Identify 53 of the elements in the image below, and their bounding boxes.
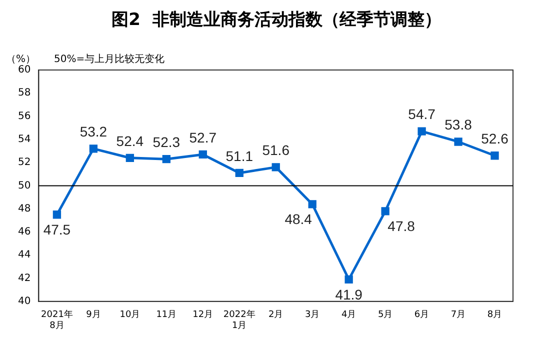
chart-title: 图2 非制造业商务活动指数（经季节调整） [110,9,442,31]
point [235,168,244,178]
point [89,144,98,153]
x-tick-label: 2021年 8月 [41,309,73,331]
x-tick-label: 10月 [120,310,140,320]
y-tick-label: 46 [18,226,31,238]
y-tick-label: 50 [18,180,31,192]
x-tick-label: 8月 [487,310,502,320]
point [198,150,207,159]
point [381,207,390,216]
data-label: 54.7 [408,106,436,122]
x-tick-label: 9月 [86,310,101,320]
point [126,154,134,162]
point [308,200,316,208]
point [162,155,170,164]
data-label: 47.8 [388,218,416,234]
y-tick-label: 42 [18,272,31,284]
x-tick-label: 11月 [156,310,177,320]
point [418,127,426,136]
data-label: 52.3 [152,134,180,150]
data-label: 53.8 [444,116,472,133]
point [344,275,353,284]
x-tick-label: 6月 [414,310,430,320]
x-tick-label: 12月 [192,310,214,320]
y-axis-title: （%） [6,53,36,65]
y-tick-label: 58 [18,88,31,99]
y-tick-label: 60 [18,64,31,76]
text: 50%=与上月比较无变化 [54,52,165,66]
data-label: 41.9 [335,286,363,302]
y-tick-label: 44 [18,250,31,261]
data-label: 52.7 [189,129,217,146]
data-label: 51.1 [226,148,254,164]
x-tick-label: 3月 [304,310,320,320]
data-label: 53.2 [80,124,108,140]
x-tick-label: 7月 [450,310,466,320]
y-tick-label: 48 [18,203,31,214]
data-label: 48.4 [284,211,312,228]
y-tick-label: 52 [18,157,31,168]
data-label: 51.6 [262,142,290,158]
point [490,152,499,160]
point [52,210,62,219]
y-tick-label: 40 [18,296,31,307]
y-tick-label: 56 [18,110,31,122]
x-tick-label: 5月 [378,310,393,320]
data-label: 52.6 [481,130,509,146]
point [272,163,280,172]
x-tick-label: 2022年 1月 [223,309,256,331]
y-tick-label: 54 [18,134,31,146]
x-tick-label: 4月 [341,310,356,320]
point [454,138,462,146]
x-tick-label: 2月 [268,310,284,320]
data-label: 52.4 [116,132,144,149]
data-label: 47.5 [43,221,71,238]
